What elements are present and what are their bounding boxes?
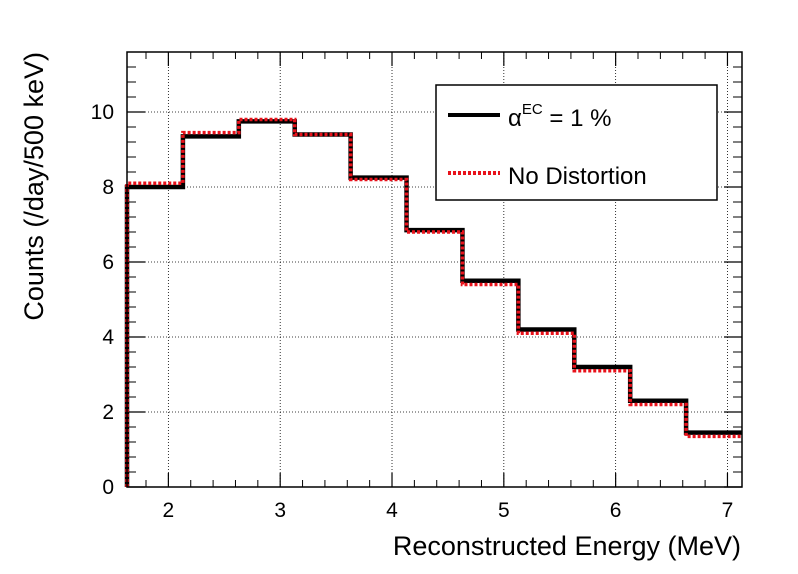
x-tick-label: 5 xyxy=(498,499,510,522)
x-tick-label: 6 xyxy=(610,499,622,522)
y-tick-label: 6 xyxy=(102,251,114,274)
legend-superscript-ec: EC xyxy=(522,101,543,118)
y-tick-label: 0 xyxy=(102,476,114,499)
legend: αEC = 1 % No Distortion xyxy=(435,84,718,201)
legend-alpha-symbol: α xyxy=(508,105,522,132)
y-tick-label: 10 xyxy=(91,101,114,124)
x-tick-label: 3 xyxy=(274,499,286,522)
legend-label-no-distortion: No Distortion xyxy=(508,163,647,190)
series-layer xyxy=(124,117,742,487)
y-tick-label: 2 xyxy=(102,401,114,424)
plot-frame xyxy=(126,51,743,488)
x-tick-label: 2 xyxy=(163,499,175,522)
x-tick-label: 7 xyxy=(722,499,734,522)
y-tick-label: 8 xyxy=(102,176,114,199)
y-axis-title: Counts (/day/500 keV) xyxy=(19,52,49,321)
legend-box xyxy=(435,84,718,201)
x-tick-label: 4 xyxy=(386,499,398,522)
legend-label-alpha-ec: αEC = 1 % xyxy=(508,101,611,132)
series-no-distortion-histogram xyxy=(125,117,742,487)
legend-alpha-value: = 1 % xyxy=(543,105,612,132)
x-tick-labels: 2 3 4 5 6 7 xyxy=(163,499,734,522)
y-tick-labels: 0 2 4 6 8 10 xyxy=(91,101,115,499)
y-tick-label: 4 xyxy=(102,326,114,349)
x-axis-title: Reconstructed Energy (MeV) xyxy=(393,531,741,561)
